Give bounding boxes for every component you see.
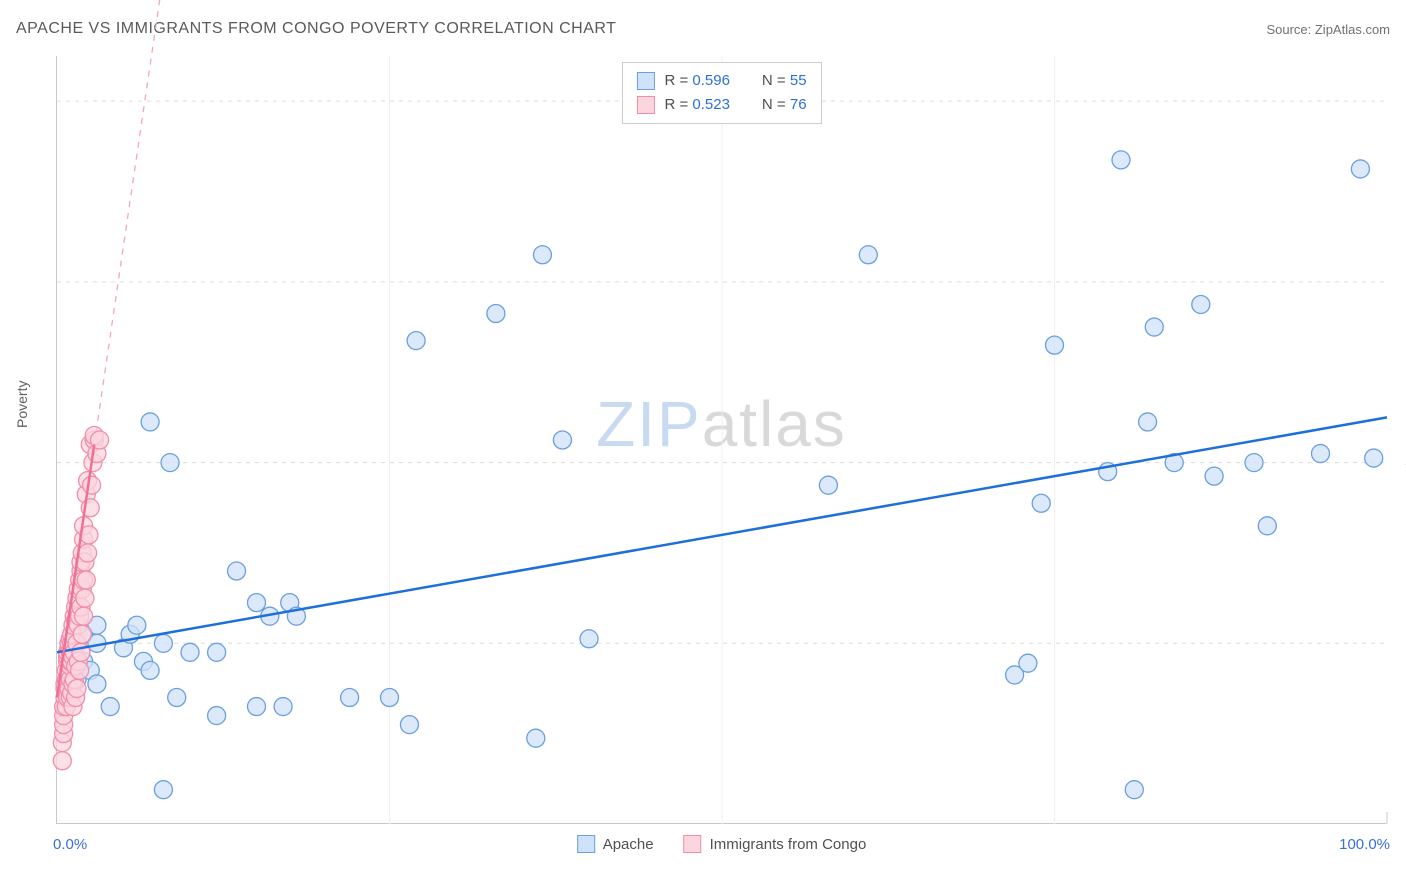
correlation-legend: R = 0.596 N = 55 R = 0.523 N = 76 xyxy=(621,62,821,124)
legend-series-label: Immigrants from Congo xyxy=(710,836,867,853)
series-legend: Apache Immigrants from Congo xyxy=(577,835,867,853)
plot-area: ZIPatlas R = 0.596N = 55R = 0.523N = 76 … xyxy=(56,56,1386,824)
x-min-label: 0.0% xyxy=(53,836,87,853)
x-max-label: 100.0% xyxy=(1339,836,1390,853)
legend-swatch xyxy=(684,835,702,853)
legend-series-label: Apache xyxy=(603,836,654,853)
scatter-svg xyxy=(57,56,1386,823)
legend-swatch xyxy=(636,96,654,114)
legend-r-label: R = 0.523 xyxy=(664,93,729,117)
chart-title: APACHE VS IMMIGRANTS FROM CONGO POVERTY … xyxy=(16,20,616,38)
source-label: Source: ZipAtlas.com xyxy=(1266,22,1390,37)
legend-swatch xyxy=(577,835,595,853)
y-axis-label: Poverty xyxy=(14,381,30,428)
legend-n-label: N = 55 xyxy=(762,69,807,93)
legend-n-label: N = 76 xyxy=(762,93,807,117)
legend-r-label: R = 0.596 xyxy=(664,69,729,93)
legend-swatch xyxy=(636,72,654,90)
